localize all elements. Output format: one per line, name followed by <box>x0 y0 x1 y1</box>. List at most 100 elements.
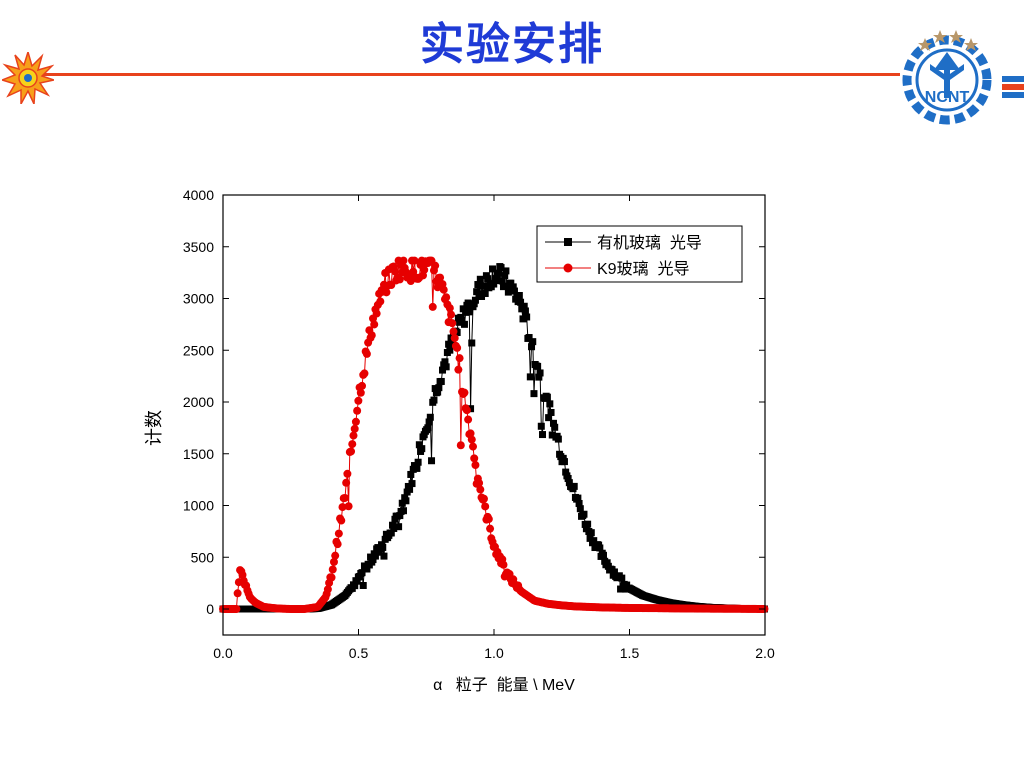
series-1-point <box>455 354 464 363</box>
series-0-point <box>358 569 366 577</box>
series-0-point <box>560 458 568 466</box>
series-0-point <box>478 292 486 300</box>
series-0-point <box>425 418 433 426</box>
series-1-point <box>350 424 359 433</box>
series-0-point <box>497 264 505 272</box>
series-0-point <box>437 377 445 385</box>
series-1-point <box>323 585 332 594</box>
series-1-point <box>327 573 336 582</box>
series-0-point <box>499 283 507 291</box>
series-0-point <box>610 568 618 576</box>
series-1-point <box>464 415 473 424</box>
series-0-point <box>501 272 509 280</box>
series-0-point <box>442 363 450 371</box>
series-1-point <box>476 485 485 494</box>
series-1-point <box>395 275 404 284</box>
series-0-point <box>536 369 544 377</box>
x-tick-label: 0.0 <box>213 645 233 661</box>
y-tick-label: 500 <box>191 549 215 565</box>
series-0-point <box>398 499 406 507</box>
series-1-point <box>456 441 465 450</box>
series-0-point <box>570 482 578 490</box>
series-1 <box>219 256 769 613</box>
series-1-point <box>442 293 451 302</box>
logo-text: NCNT <box>925 89 970 106</box>
x-tick-label: 1.5 <box>620 645 640 661</box>
series-0-point <box>603 559 611 567</box>
series-0-point <box>504 288 512 296</box>
series-1-point <box>449 327 458 336</box>
series-0-point <box>371 552 379 560</box>
series-0-point <box>546 400 554 408</box>
series-1-point <box>445 304 454 313</box>
series-0-point <box>480 282 488 290</box>
series-1-point <box>460 388 469 397</box>
series-0-point <box>484 275 492 283</box>
series-1-point <box>486 524 495 533</box>
series-0-point <box>476 275 484 283</box>
series-0-point <box>435 384 443 392</box>
series-1-point <box>329 557 338 566</box>
series-0-point <box>474 281 482 289</box>
series-1-point <box>462 406 471 415</box>
series-0-point <box>549 419 557 427</box>
series-0-point <box>507 279 515 287</box>
series-0-point <box>434 388 442 396</box>
series-0-point <box>526 373 534 381</box>
series-0-point <box>539 431 547 439</box>
series-1-point <box>356 388 365 397</box>
series-1-point <box>481 502 490 511</box>
y-tick-label: 2500 <box>183 342 214 358</box>
ncnt-logo: NCNT <box>902 30 1024 125</box>
series-1-point <box>349 431 358 440</box>
series-1-point <box>347 447 356 456</box>
series-1-point <box>390 267 399 276</box>
series-1-point <box>353 406 362 415</box>
series-0-point <box>471 296 479 304</box>
series-0-point <box>599 551 607 559</box>
series-1-point <box>232 605 241 613</box>
series-0-point <box>492 277 500 285</box>
series-1-point <box>340 493 349 502</box>
x-tick-label: 2.0 <box>755 645 775 661</box>
x-axis-label: α 粒子 能量 \ MeV <box>433 676 575 694</box>
series-0-point <box>562 468 570 476</box>
y-axis-label: 计数 <box>144 410 164 446</box>
y-tick-label: 1500 <box>183 446 214 462</box>
series-0-point <box>574 494 582 502</box>
series-0-point <box>363 565 371 573</box>
series-1-point <box>479 494 488 503</box>
legend-label-0: 有机玻璃 光导 <box>597 234 702 252</box>
series-0-point <box>413 464 421 472</box>
series-0-point <box>575 499 583 507</box>
series-1-point <box>420 265 429 274</box>
series-1-point <box>471 461 480 470</box>
series-0-point <box>515 291 523 299</box>
series-1-point <box>470 454 479 463</box>
series-0-point <box>387 529 395 537</box>
series-1-point <box>436 273 445 282</box>
series-0-point <box>458 316 466 324</box>
slide-title: 实验安排 <box>420 19 604 70</box>
series-0-point <box>537 422 545 430</box>
series-0-point <box>379 543 387 551</box>
series-0-point <box>402 497 410 505</box>
series-0-point <box>529 338 537 346</box>
series-0-point <box>564 475 572 483</box>
y-tick-label: 1000 <box>183 498 214 514</box>
series-0-point <box>415 441 423 449</box>
series-0-point <box>390 524 398 532</box>
series-0-point <box>489 265 497 273</box>
series-0-point <box>521 307 529 315</box>
series-1-point <box>376 297 385 306</box>
series-0-point <box>481 289 489 297</box>
series-0-point <box>446 346 454 354</box>
series-0-point <box>523 313 531 321</box>
legend-box <box>536 225 743 283</box>
series-1-point <box>475 479 484 488</box>
series-1-point <box>499 560 508 569</box>
series-1-point <box>331 551 340 560</box>
series-1-point <box>467 435 476 444</box>
series-1-point <box>410 256 419 265</box>
series-0-point <box>502 267 510 275</box>
